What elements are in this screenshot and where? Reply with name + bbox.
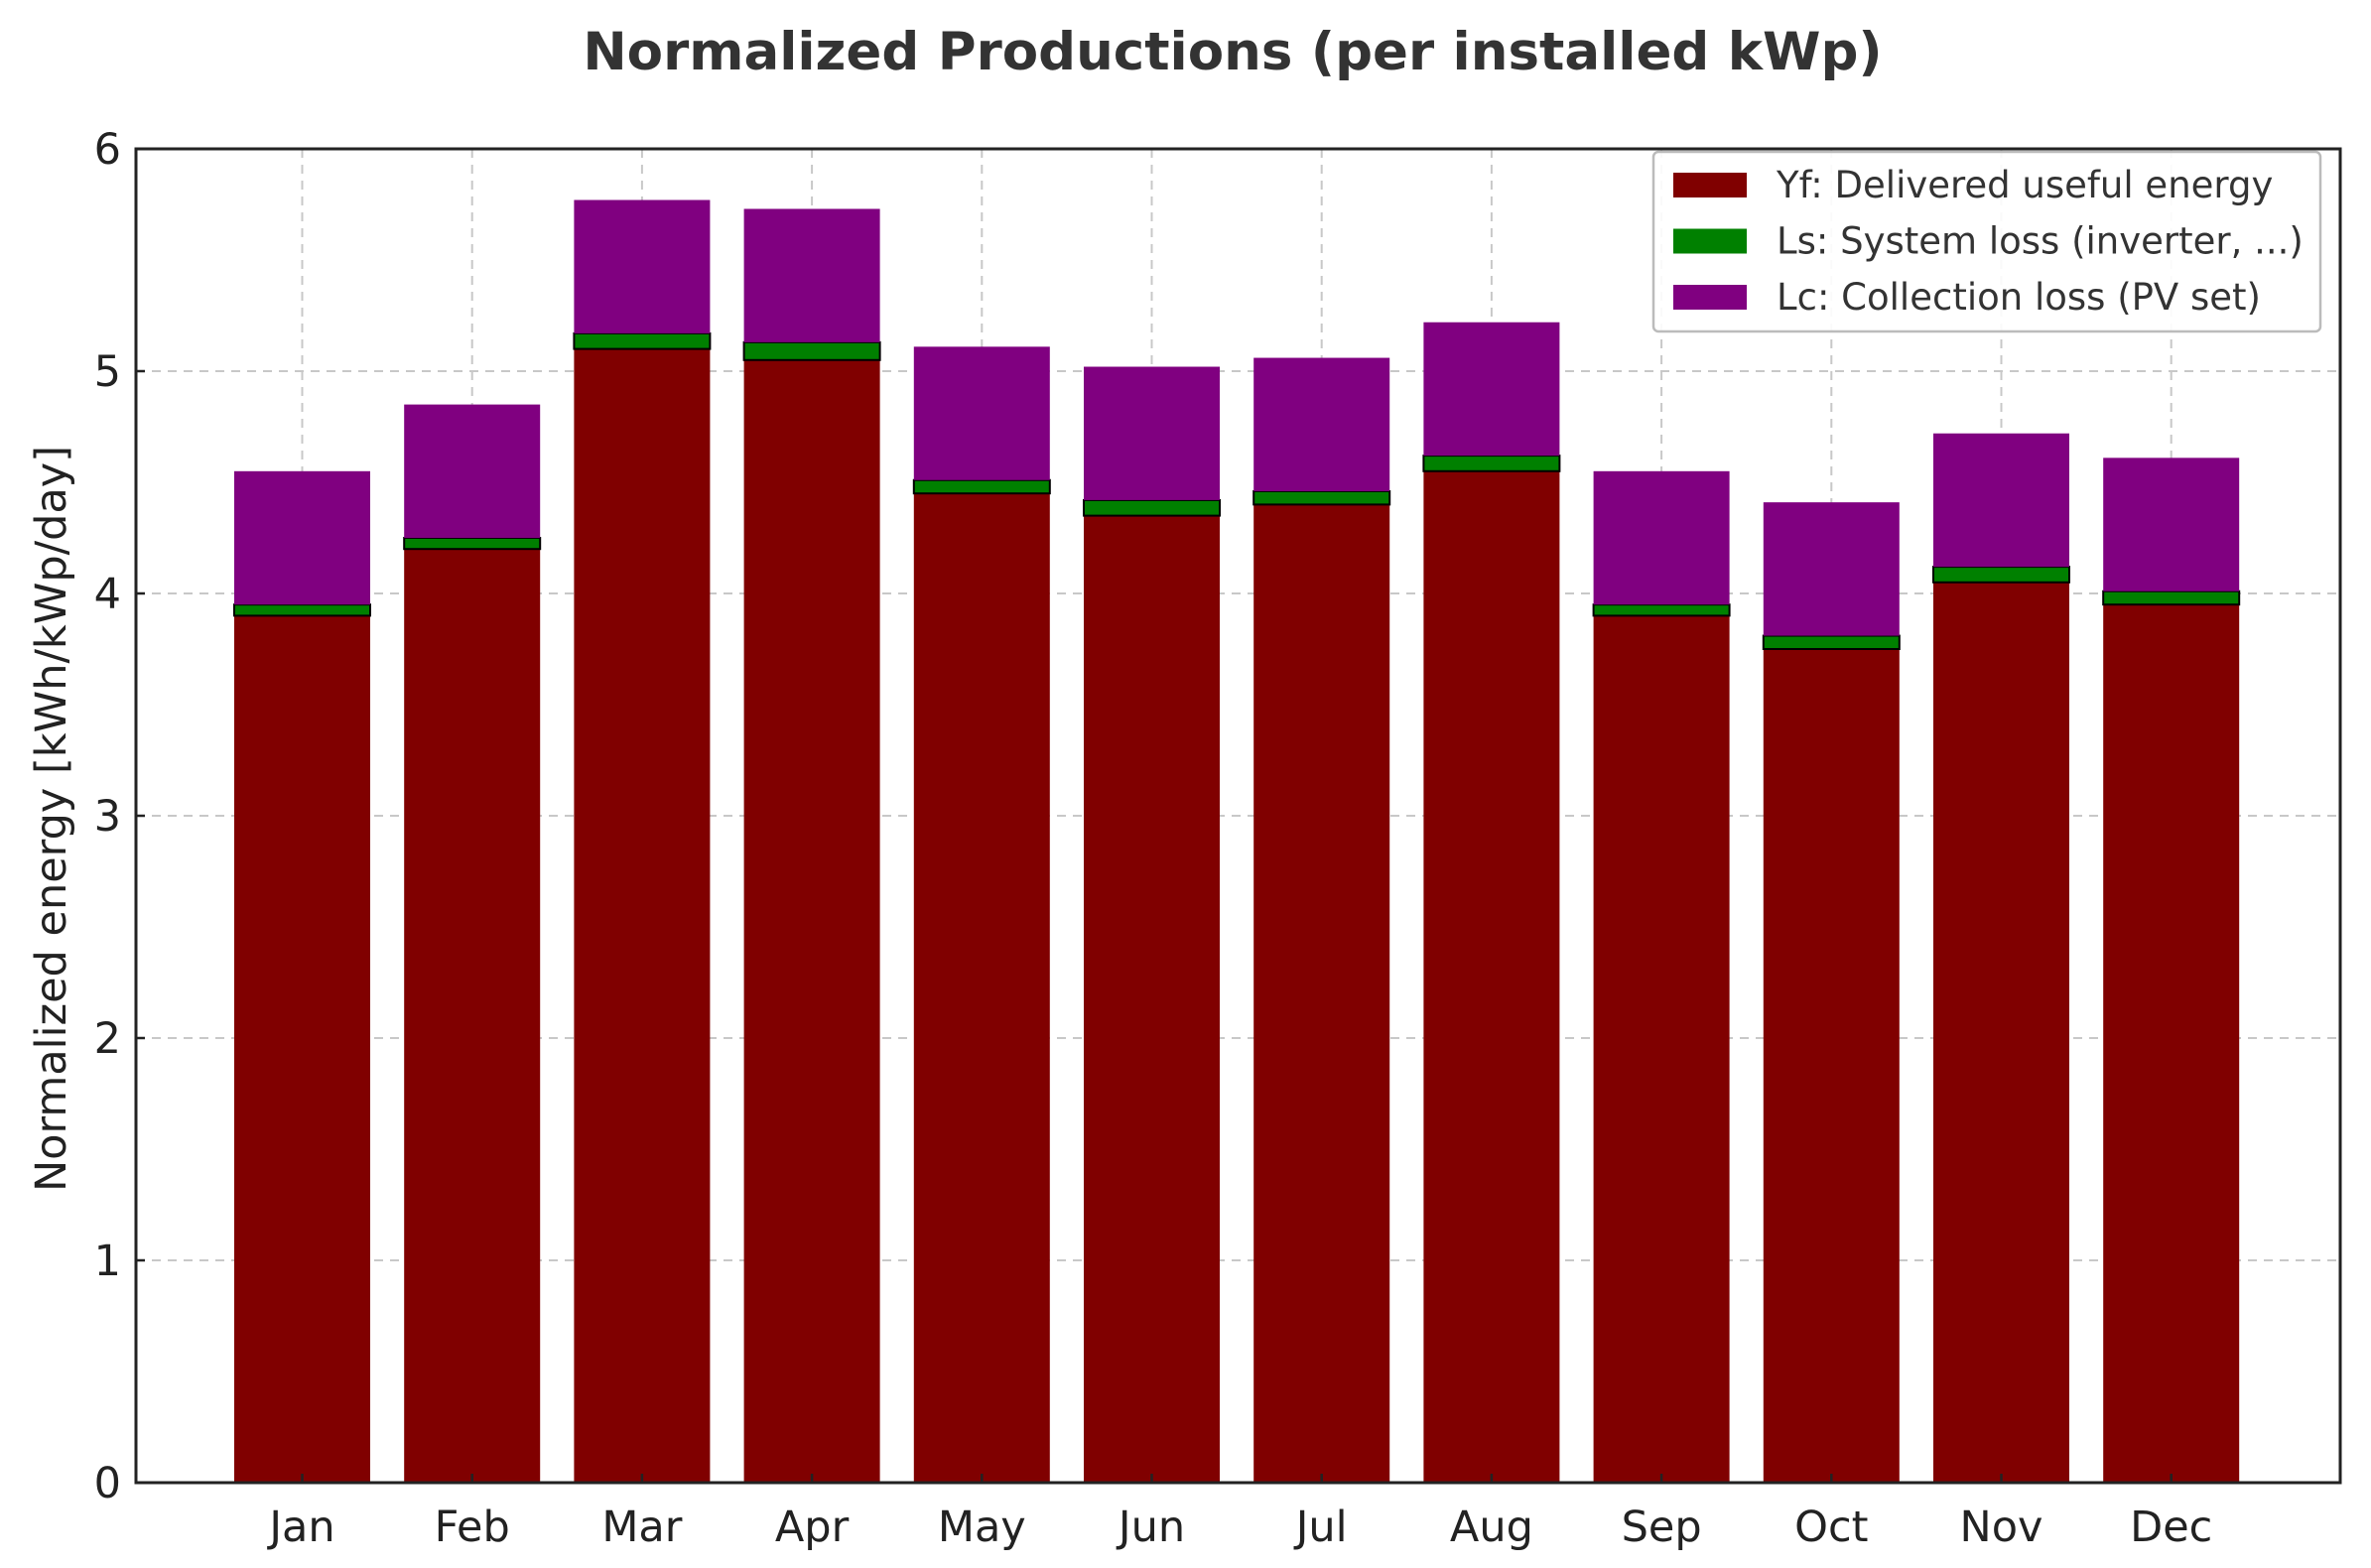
y-tick-label: 1 xyxy=(94,1237,121,1286)
bar-yf-jul xyxy=(1253,504,1390,1483)
legend-swatch-yf xyxy=(1673,173,1747,197)
bar-yf-oct xyxy=(1763,649,1900,1483)
bar-yf-mar xyxy=(574,348,711,1484)
bar-ls-apr xyxy=(742,340,881,361)
bar-ls-feb xyxy=(403,537,542,551)
bar-yf-jun xyxy=(1084,515,1220,1483)
chart-title: Normalized Productions (per installed kW… xyxy=(583,22,1882,82)
legend-box xyxy=(1651,150,2322,333)
y-tick-label: 4 xyxy=(94,570,121,619)
bar-yf-jan xyxy=(234,615,370,1483)
y-tick-label: 0 xyxy=(94,1459,121,1508)
x-tick-label: Oct xyxy=(1794,1503,1868,1552)
x-tick-label: Apr xyxy=(775,1503,850,1552)
y-axis-label: Normalized energy [kWh/kWp/day] xyxy=(27,446,76,1192)
bar-lc-apr xyxy=(743,208,880,342)
bar-ls-aug xyxy=(1422,455,1561,472)
bar-lc-sep xyxy=(1593,470,1730,605)
x-tick-label: May xyxy=(938,1503,1026,1552)
bar-yf-apr xyxy=(743,359,880,1483)
x-tick-label: Jun xyxy=(1116,1503,1185,1552)
x-tick-label: Mar xyxy=(601,1503,682,1552)
x-tick-label: Nov xyxy=(1960,1503,2043,1552)
x-tick-label: Sep xyxy=(1622,1503,1702,1552)
y-tick-label: 5 xyxy=(94,347,121,397)
y-tick-label: 3 xyxy=(94,792,121,842)
bar-ls-may xyxy=(912,478,1051,495)
legend-swatch-lc xyxy=(1673,285,1747,310)
bar-lc-feb xyxy=(404,404,541,538)
bar-yf-feb xyxy=(404,549,541,1483)
legend-label-lc: Lc: Collection loss (PV set) xyxy=(1777,276,2261,319)
bar-lc-jun xyxy=(1084,366,1220,500)
bar-ls-jun xyxy=(1083,498,1221,517)
x-tick-label: Jul xyxy=(1293,1503,1348,1552)
bar-ls-nov xyxy=(1932,566,2070,584)
bar-yf-sep xyxy=(1593,615,1730,1483)
legend: Yf: Delivered useful energy Ls: System lo… xyxy=(1651,150,2322,333)
bar-ls-sep xyxy=(1592,603,1731,617)
bar-ls-mar xyxy=(573,331,712,350)
bar-ls-oct xyxy=(1762,634,1901,650)
bar-yf-may xyxy=(913,493,1050,1483)
legend-label-yf: Yf: Delivered useful energy xyxy=(1776,164,2273,206)
x-tick-label: Aug xyxy=(1450,1503,1533,1552)
bar-yf-dec xyxy=(2103,604,2240,1483)
bar-yf-nov xyxy=(1933,582,2069,1483)
bar-lc-jul xyxy=(1253,357,1390,491)
bar-lc-dec xyxy=(2103,457,2240,591)
legend-label-ls: Ls: System loss (inverter, ...) xyxy=(1777,220,2304,263)
ticks: 0 1 2 3 4 5 6 Jan Feb Mar Apr May Jun Jul Aug Sep Oct Nov… xyxy=(94,125,2213,1552)
bar-lc-nov xyxy=(1933,433,2069,568)
bar-lc-may xyxy=(913,346,1050,480)
bar-ls-dec xyxy=(2102,589,2241,606)
y-tick-label: 2 xyxy=(94,1014,121,1064)
bar-lc-oct xyxy=(1763,502,1900,636)
legend-swatch-ls xyxy=(1673,228,1747,254)
bar-lc-mar xyxy=(574,199,711,333)
bar-ls-jan xyxy=(233,603,371,617)
bar-lc-aug xyxy=(1423,322,1560,457)
bar-lc-jan xyxy=(234,470,370,605)
x-tick-label: Jan xyxy=(266,1503,334,1552)
bar-yf-aug xyxy=(1423,470,1560,1483)
x-tick-label: Feb xyxy=(435,1503,510,1552)
y-tick-label: 6 xyxy=(94,125,121,175)
x-tick-label: Dec xyxy=(2130,1503,2212,1552)
bar-ls-jul xyxy=(1252,489,1391,506)
bars xyxy=(233,199,2241,1484)
